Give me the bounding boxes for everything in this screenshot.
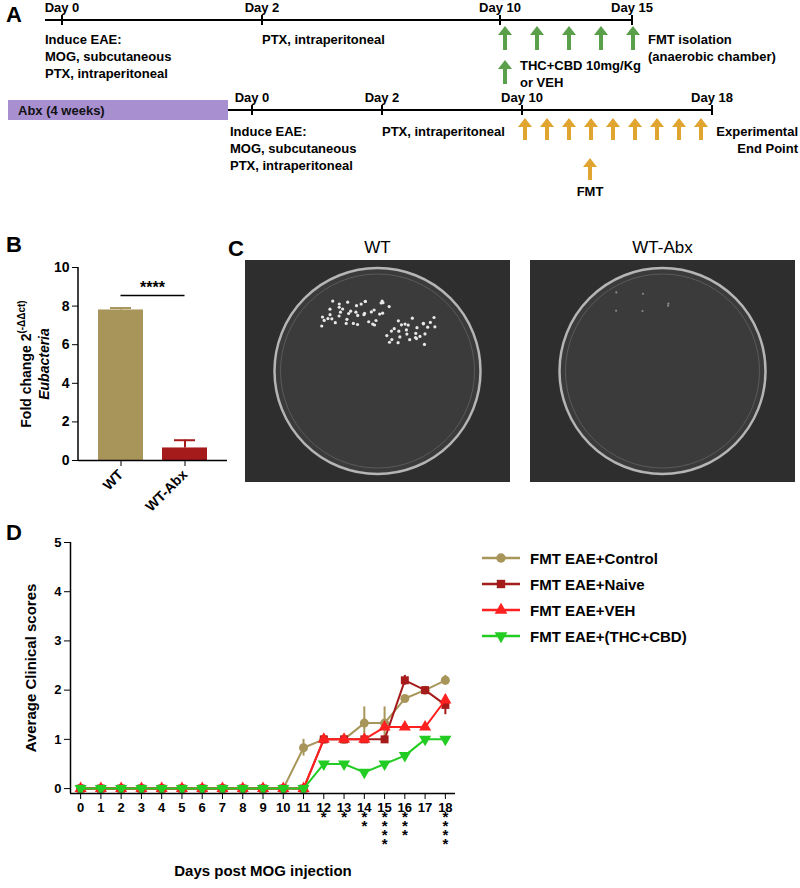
svg-text:Day 2: Day 2 (245, 0, 280, 15)
svg-text:5: 5 (54, 535, 61, 550)
svg-text:**: ** (361, 808, 367, 834)
svg-text:MOG, subcutaneous: MOG, subcutaneous (230, 141, 356, 156)
svg-text:FMT: FMT (577, 184, 604, 199)
svg-text:1: 1 (54, 732, 61, 747)
svg-text:Day 10: Day 10 (501, 90, 543, 105)
svg-text:6: 6 (199, 800, 206, 815)
svg-text:2: 2 (54, 682, 61, 697)
svg-text:THC+CBD 10mg/Kg: THC+CBD 10mg/Kg (520, 58, 641, 73)
svg-text:PTX, intraperitoneal: PTX, intraperitoneal (262, 32, 385, 47)
svg-text:2: 2 (118, 800, 125, 815)
svg-text:WT: WT (100, 466, 127, 493)
svg-text:7: 7 (219, 800, 226, 815)
svg-text:PTX, intraperitoneal: PTX, intraperitoneal (230, 158, 353, 173)
svg-text:2: 2 (62, 413, 70, 429)
svg-text:Induce EAE:: Induce EAE: (45, 32, 122, 47)
svg-text:8: 8 (62, 298, 70, 314)
svg-text:9: 9 (259, 800, 266, 815)
svg-text:3: 3 (138, 800, 145, 815)
svg-text:Induce EAE:: Induce EAE: (230, 124, 307, 139)
svg-text:Day 18: Day 18 (691, 90, 733, 105)
svg-text:Day 0: Day 0 (235, 90, 270, 105)
svg-text:0: 0 (77, 800, 84, 815)
svg-text:1: 1 (97, 800, 104, 815)
svg-text:5: 5 (178, 800, 185, 815)
svg-text:*: * (341, 808, 347, 825)
svg-text:MOG, subcutaneous: MOG, subcutaneous (45, 49, 171, 64)
svg-text:WT: WT (364, 238, 390, 257)
svg-text:or VEH: or VEH (520, 75, 563, 90)
svg-text:PTX, intraperitoneal: PTX, intraperitoneal (45, 66, 168, 81)
svg-text:3: 3 (54, 633, 61, 648)
svg-text:Days post MOG injection: Days post MOG injection (174, 862, 352, 879)
svg-text:****: **** (140, 279, 166, 296)
svg-text:Day 15: Day 15 (611, 0, 653, 15)
svg-text:FMT isolation: FMT isolation (648, 32, 732, 47)
svg-text:PTX, intraperitoneal: PTX, intraperitoneal (382, 124, 505, 139)
svg-text:4: 4 (62, 375, 70, 391)
svg-text:0: 0 (54, 781, 61, 796)
svg-text:*: * (321, 808, 327, 825)
svg-text:****: **** (442, 808, 448, 852)
svg-text:4: 4 (54, 584, 62, 599)
svg-text:0: 0 (62, 452, 70, 468)
svg-text:8: 8 (239, 800, 246, 815)
svg-text:Abx (4 weeks): Abx (4 weeks) (18, 103, 105, 118)
svg-text:End Point: End Point (737, 141, 798, 156)
svg-text:WT-Abx: WT-Abx (632, 238, 693, 257)
svg-text:10: 10 (54, 259, 70, 275)
svg-text:WT-Abx: WT-Abx (142, 466, 190, 514)
svg-text:10: 10 (276, 800, 290, 815)
svg-text:(anaerobic chamber): (anaerobic chamber) (648, 49, 776, 64)
svg-text:4: 4 (158, 800, 166, 815)
svg-text:Day 2: Day 2 (365, 90, 400, 105)
svg-text:Experimental: Experimental (716, 124, 798, 139)
svg-text:11: 11 (297, 800, 311, 815)
svg-text:Day 0: Day 0 (45, 0, 80, 15)
svg-text:6: 6 (62, 336, 70, 352)
svg-text:17: 17 (418, 800, 432, 815)
svg-text:Average Clinical scores: Average Clinical scores (22, 584, 39, 753)
svg-text:Day 10: Day 10 (479, 0, 521, 15)
svg-text:***: *** (402, 808, 408, 843)
svg-text:****: **** (382, 808, 388, 852)
